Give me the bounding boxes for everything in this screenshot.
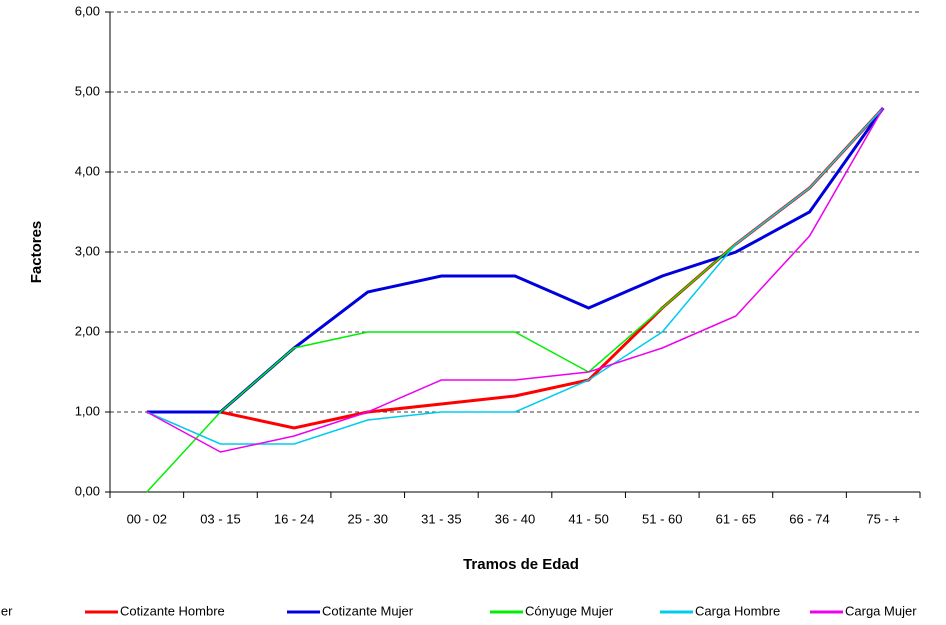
- series-line: [146, 107, 885, 414]
- y-tick-label: 0,00: [75, 483, 100, 498]
- y-tick-label: 3,00: [75, 243, 100, 258]
- legend-label: Carga Hombre: [695, 603, 780, 618]
- x-tick-label: 41 - 50: [568, 511, 608, 526]
- x-tick-label: 25 - 30: [347, 511, 387, 526]
- x-tick-label: 36 - 40: [495, 511, 535, 526]
- x-tick-label: 16 - 24: [274, 511, 314, 526]
- x-tick-label: 31 - 35: [421, 511, 461, 526]
- legend-label: Cónyuge Mujer: [525, 603, 614, 618]
- x-tick-label: 51 - 60: [642, 511, 682, 526]
- y-tick-label: 5,00: [75, 83, 100, 98]
- clipped-legend-text: jer: [0, 603, 13, 618]
- y-axis-title: Factores: [28, 221, 45, 284]
- legend-label: Cotizante Hombre: [120, 603, 225, 618]
- x-axis-title: Tramos de Edad: [463, 556, 579, 573]
- series-line: [146, 107, 884, 453]
- x-tick-label: 03 - 15: [200, 511, 240, 526]
- y-tick-label: 1,00: [75, 403, 100, 418]
- y-tick-label: 2,00: [75, 323, 100, 338]
- x-tick-label: 66 - 74: [789, 511, 829, 526]
- legend-label: Cotizante Mujer: [322, 603, 414, 618]
- x-tick-label: 00 - 02: [127, 511, 167, 526]
- legend-label: Carga Mujer: [845, 603, 917, 618]
- series-line: [146, 107, 884, 445]
- x-tick-label: 75 - +: [866, 511, 900, 526]
- series-line: [146, 107, 884, 493]
- y-tick-label: 4,00: [75, 163, 100, 178]
- y-tick-label: 6,00: [75, 3, 100, 18]
- x-tick-label: 61 - 65: [716, 511, 756, 526]
